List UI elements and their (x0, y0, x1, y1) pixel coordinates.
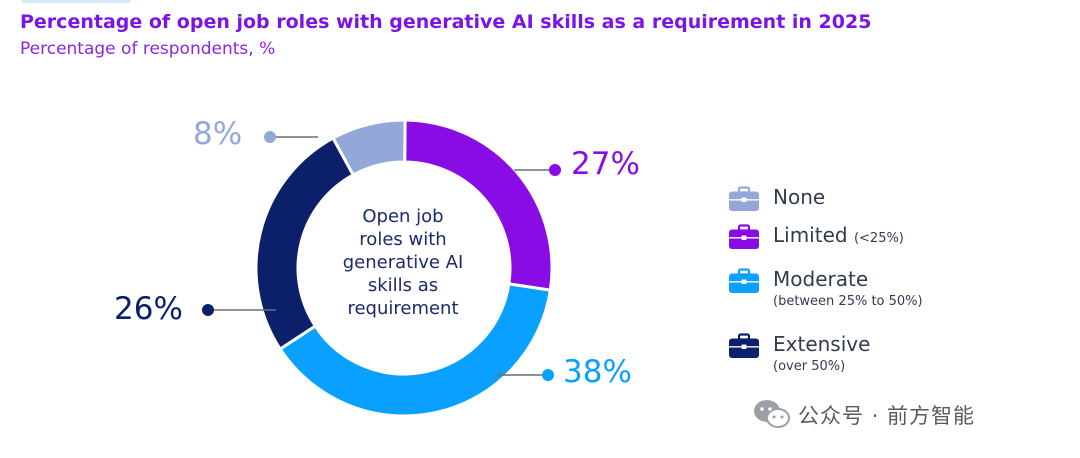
chart-title: Percentage of open job roles with genera… (20, 11, 872, 33)
center-label-line: roles with (359, 229, 447, 250)
donut-slice-extensive (254, 136, 356, 352)
legend-label: None (773, 185, 826, 209)
leader-dot-extensive (202, 304, 214, 316)
leader-dot-limited (549, 164, 561, 176)
legend-label: Limited (<25%) (773, 223, 904, 247)
center-label-line: Open job (362, 206, 444, 227)
data-label-extensive: 26% (114, 291, 183, 327)
briefcase-icon (729, 333, 759, 358)
chart-subtitle: Percentage of respondents, % (20, 39, 276, 59)
leader-dot-none (264, 131, 276, 143)
center-label-line: skills as (367, 275, 439, 296)
legend-label: Moderate (773, 267, 869, 291)
legend-label: Extensive (773, 332, 871, 356)
top-accent-bar (22, 0, 130, 3)
legend-note: (between 25% to 50%) (773, 294, 923, 309)
wechat-icon (754, 400, 790, 428)
watermark: 公众号 · 前方智能 (752, 398, 974, 430)
donut-slice-moderate (278, 282, 553, 418)
briefcase-icon (729, 268, 759, 293)
data-label-limited: 27% (571, 146, 640, 182)
center-label-line: generative AI (342, 252, 464, 273)
briefcase-icon (729, 186, 759, 211)
data-label-moderate: 38% (563, 354, 632, 390)
legend-note: (<25%) (853, 231, 904, 246)
legend-note: (over 50%) (773, 359, 846, 374)
leader-dot-moderate (542, 369, 554, 381)
center-label-line: requirement (347, 298, 459, 319)
watermark-text: 公众号 · 前方智能 (798, 404, 976, 428)
donut-center-label: Open job roles with generative AI skills… (330, 205, 476, 320)
data-label-none: 8% (193, 116, 243, 152)
briefcase-icon (729, 224, 759, 249)
